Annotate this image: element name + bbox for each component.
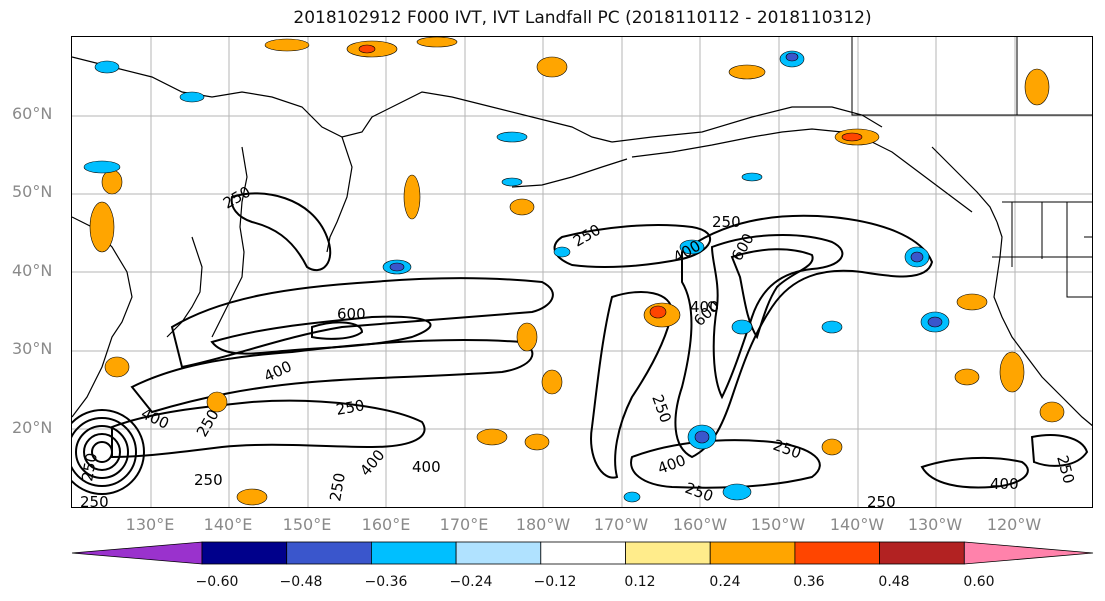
colorbar-segment bbox=[370, 541, 457, 565]
colorbar-tick-label: −0.24 bbox=[449, 574, 493, 590]
contour-label: 250 bbox=[683, 479, 716, 506]
colorbar-tick-label: −0.48 bbox=[279, 574, 323, 590]
colorbar-tick-label: 0.12 bbox=[624, 574, 656, 590]
gridlines bbox=[72, 37, 1092, 507]
coastlines bbox=[72, 56, 1092, 427]
lon-label: 140°E bbox=[203, 515, 253, 534]
colorbar-tick-label: −0.36 bbox=[364, 574, 408, 590]
borders bbox=[851, 37, 1092, 298]
colorbar-tick-label: 0.24 bbox=[709, 574, 741, 590]
contour-label: 250 bbox=[648, 392, 675, 425]
lat-label: 40°N bbox=[12, 261, 53, 280]
contour-label: 250 bbox=[771, 436, 804, 463]
colorbar bbox=[71, 541, 1094, 565]
lon-label: 130°E bbox=[125, 515, 175, 534]
colorbar-segment bbox=[709, 541, 796, 565]
contour-label: 250 bbox=[220, 183, 254, 213]
colorbar-segment bbox=[963, 541, 1094, 565]
contour-label: 250 bbox=[1053, 453, 1078, 485]
contour-label: 250 bbox=[570, 221, 604, 251]
lat-label: 50°N bbox=[12, 182, 53, 201]
colorbar-segment bbox=[540, 541, 626, 565]
contour-label: 400 bbox=[655, 451, 688, 478]
ivt-contours bbox=[72, 192, 1089, 495]
lon-label: 170°W bbox=[593, 515, 649, 534]
contour-label: 400 bbox=[261, 357, 295, 385]
map-svg: 250 250 250 600 400 400 250 400 250 400 … bbox=[72, 37, 1092, 508]
colorbar-segment bbox=[625, 541, 711, 565]
lat-label: 30°N bbox=[12, 339, 53, 358]
map-title: 2018102912 F000 IVT, IVT Landfall PC (20… bbox=[293, 8, 872, 28]
map-panel: 250 250 250 600 400 400 250 400 250 400 … bbox=[71, 36, 1093, 508]
lon-label: 150°W bbox=[750, 515, 806, 534]
contour-label: 400 bbox=[356, 446, 388, 480]
contour-label: 250 bbox=[326, 471, 349, 502]
contour-label: 400 bbox=[690, 298, 719, 316]
lon-label: 120°W bbox=[986, 515, 1042, 534]
lon-label: 170°E bbox=[439, 515, 489, 534]
lon-label: 160°W bbox=[672, 515, 728, 534]
colorbar-segment bbox=[71, 541, 203, 565]
contour-label: 250 bbox=[335, 396, 366, 419]
colorbar-tick-label: 0.60 bbox=[963, 574, 995, 590]
colorbar-segment bbox=[455, 541, 542, 565]
contour-label: 400 bbox=[990, 475, 1019, 493]
lat-label: 20°N bbox=[12, 418, 53, 437]
lon-label: 150°E bbox=[282, 515, 332, 534]
colorbar-segment bbox=[879, 541, 965, 565]
lon-label: 180°W bbox=[515, 515, 571, 534]
lon-label: 140°W bbox=[829, 515, 885, 534]
contour-label: 250 bbox=[78, 451, 101, 482]
lon-label: 160°E bbox=[361, 515, 411, 534]
colorbar-segment bbox=[286, 541, 372, 565]
colorbar-tick-label: 0.36 bbox=[793, 574, 825, 590]
contour-label: 250 bbox=[80, 493, 109, 508]
colorbar-segment bbox=[201, 541, 288, 565]
contour-labels: 250 250 250 600 400 400 250 400 250 400 … bbox=[78, 183, 1078, 508]
colorbar-segment bbox=[794, 541, 881, 565]
contour-label: 400 bbox=[412, 458, 441, 476]
contour-label: 250 bbox=[712, 213, 741, 231]
lat-label: 60°N bbox=[12, 104, 53, 123]
contour-label: 600 bbox=[337, 305, 366, 323]
pc-shading bbox=[83, 37, 1065, 506]
colorbar-tick-label: −0.60 bbox=[195, 574, 239, 590]
lon-label: 130°W bbox=[907, 515, 963, 534]
contour-label: 250 bbox=[867, 493, 896, 508]
colorbar-tick-label: 0.48 bbox=[878, 574, 910, 590]
contour-label: 250 bbox=[194, 471, 223, 489]
colorbar-tick-label: −0.12 bbox=[533, 574, 577, 590]
